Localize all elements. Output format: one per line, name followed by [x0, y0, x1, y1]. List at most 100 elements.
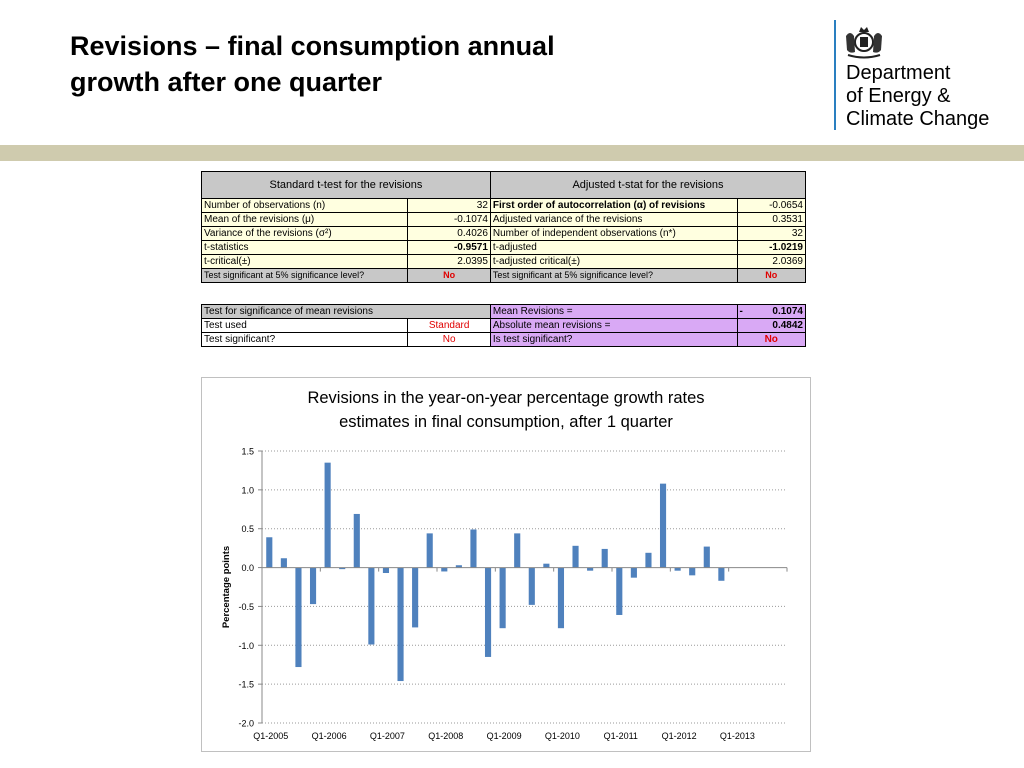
- bar: [674, 567, 681, 571]
- table-row: Test used Standard Absolute mean revisio…: [200, 318, 807, 333]
- row-value: 0.3531: [736, 212, 807, 227]
- department-name: Department of Energy & Climate Change: [846, 62, 990, 130]
- row-label: Mean of the revisions (μ): [200, 212, 409, 227]
- y-tick-label: 1.5: [241, 447, 254, 457]
- bar: [557, 567, 565, 629]
- row-value: -0.9571: [407, 240, 491, 255]
- y-tick-label: -1.0: [238, 641, 254, 651]
- y-tick-label: -2.0: [238, 719, 254, 729]
- row-value: 2.0395: [407, 254, 491, 269]
- bar: [645, 552, 652, 568]
- logo-divider: [834, 20, 836, 130]
- table-row: Number of observations (n) 32 First orde…: [200, 198, 807, 213]
- row-label: t-adjusted critical(±): [489, 254, 738, 269]
- x-tick-label: Q1-2008: [428, 731, 463, 741]
- row-label: First order of autocorrelation (α) of re…: [489, 198, 738, 213]
- value: 0.1074: [772, 306, 803, 317]
- row-value: -0.0654: [736, 198, 807, 213]
- y-tick-label: 0.0: [241, 563, 254, 573]
- bar: [601, 548, 608, 568]
- row-value: Standard: [407, 318, 491, 333]
- row-value: 32: [736, 226, 807, 241]
- row-label: Number of observations (n): [200, 198, 409, 213]
- table-row: Test for significance of mean revisions …: [201, 304, 807, 319]
- y-tick-label: -0.5: [238, 602, 254, 612]
- bar: [397, 567, 404, 682]
- bar: [353, 513, 360, 568]
- bar: [280, 558, 287, 568]
- significance-row: Test significant at 5% significance leve…: [200, 268, 807, 283]
- row-label: t-statistics: [200, 240, 409, 255]
- bar: [630, 567, 637, 578]
- row-label: Is test significant?: [489, 332, 738, 347]
- x-tick-label: Q1-2010: [545, 731, 580, 741]
- x-tick-label: Q1-2011: [604, 731, 638, 741]
- row-value: -0.1074: [407, 212, 491, 227]
- bar: [441, 567, 448, 572]
- x-tick-label: Q1-2006: [312, 731, 347, 741]
- row-value: -1.0219: [736, 240, 807, 255]
- bar: [339, 567, 346, 570]
- bar: [295, 567, 302, 668]
- bar: [470, 529, 477, 568]
- header-band: [0, 145, 1024, 161]
- mean-revisions-table: Test for significance of mean revisions …: [200, 304, 807, 347]
- row-label: Test used: [200, 318, 409, 333]
- table-row: Test significant? No Is test significant…: [200, 332, 807, 347]
- bar: [718, 567, 725, 581]
- row-label: Test significant at 5% significance leve…: [200, 268, 409, 283]
- bar: [309, 567, 317, 605]
- x-tick-label: Q1-2013: [720, 731, 755, 741]
- bar: [426, 533, 433, 568]
- y-tick-label: 1.0: [241, 485, 254, 495]
- bar: [266, 537, 273, 568]
- row-value: 0.4026: [407, 226, 491, 241]
- t-test-table: Standard t-test for the revisions Adjust…: [200, 171, 807, 283]
- bar: [689, 567, 696, 576]
- y-axis-label: Percentage points: [221, 546, 232, 628]
- row-value: 2.0369: [736, 254, 807, 269]
- significance-result: No: [736, 268, 807, 283]
- chart-title-line1: Revisions in the year-on-year percentage…: [307, 389, 705, 407]
- x-tick-label: Q1-2012: [662, 731, 697, 741]
- row-label: t-adjusted: [489, 240, 738, 255]
- t-test-table-header: Standard t-test for the revisions Adjust…: [201, 171, 807, 199]
- value-prefix: -: [739, 306, 743, 317]
- bar: [543, 563, 550, 568]
- row-label: t-critical(±): [200, 254, 409, 269]
- table-row: t-statistics -0.9571 t-adjusted -1.0219: [200, 240, 807, 255]
- row-value: 0.4842: [736, 318, 807, 333]
- y-tick-label: -1.5: [238, 680, 254, 690]
- bar: [572, 545, 579, 568]
- standard-t-test-header: Standard t-test for the revisions: [201, 171, 491, 199]
- row-label: Mean Revisions =: [489, 304, 738, 319]
- row-value: - 0.1074: [736, 304, 807, 319]
- chart-plot: 1.5 1.0 0.5 0.0 -0.5 -1.0 -1.5 -2.0 Q1-2005 Q1-20…: [221, 447, 788, 741]
- slide-title: Revisions – final consumption annual gro…: [70, 28, 690, 100]
- table-row: Variance of the revisions (σ²) 0.4026 Nu…: [200, 226, 807, 241]
- row-label: Absolute mean revisions =: [489, 318, 738, 333]
- row-value: No: [736, 332, 807, 347]
- bar: [382, 567, 390, 574]
- row-label: Test for significance of mean revisions: [201, 304, 491, 319]
- chart-title: Revisions in the year-on-year percentage…: [202, 386, 810, 434]
- royal-crest-icon: [846, 27, 882, 59]
- department-logo: Department of Energy & Climate Change: [834, 20, 1014, 130]
- bar: [484, 567, 492, 657]
- revisions-chart: Revisions in the year-on-year percentage…: [201, 377, 811, 752]
- slide-title-line1: Revisions – final consumption annual: [70, 31, 555, 61]
- slide-title-line2: growth after one quarter: [70, 67, 383, 97]
- row-label: Adjusted variance of the revisions: [489, 212, 738, 227]
- x-tick-label: Q1-2005: [253, 731, 288, 741]
- bar: [703, 546, 710, 568]
- bar: [499, 567, 506, 629]
- table-row: Mean of the revisions (μ) -0.1074 Adjust…: [200, 212, 807, 227]
- bar: [324, 462, 331, 568]
- table-row: t-critical(±) 2.0395 t-adjusted critical…: [200, 254, 807, 269]
- bar: [528, 567, 535, 605]
- bar: [587, 567, 594, 571]
- x-tick-label: Q1-2009: [487, 731, 522, 741]
- row-label: Test significant?: [200, 332, 409, 347]
- bar: [616, 567, 623, 615]
- row-value: 32: [407, 198, 491, 213]
